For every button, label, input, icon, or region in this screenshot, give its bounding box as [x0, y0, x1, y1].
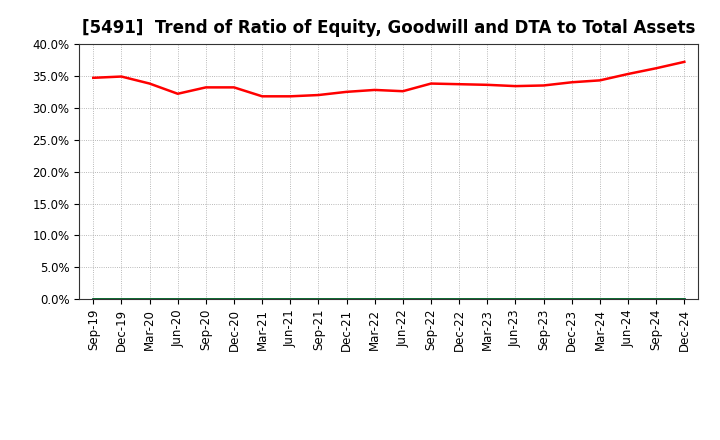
Equity: [174, 91, 182, 96]
Deferred Tax Assets: [258, 297, 266, 302]
Equity: [455, 81, 464, 87]
Deferred Tax Assets: [427, 297, 436, 302]
Equity: [511, 84, 520, 89]
Deferred Tax Assets: [230, 297, 238, 302]
Deferred Tax Assets: [117, 297, 126, 302]
Deferred Tax Assets: [511, 297, 520, 302]
Goodwill: [539, 297, 548, 302]
Goodwill: [145, 297, 154, 302]
Deferred Tax Assets: [455, 297, 464, 302]
Equity: [314, 92, 323, 98]
Deferred Tax Assets: [286, 297, 294, 302]
Equity: [370, 87, 379, 92]
Equity: [202, 85, 210, 90]
Equity: [427, 81, 436, 86]
Goodwill: [286, 297, 294, 302]
Line: Equity: Equity: [94, 62, 684, 96]
Deferred Tax Assets: [483, 297, 492, 302]
Deferred Tax Assets: [202, 297, 210, 302]
Goodwill: [680, 297, 688, 302]
Equity: [342, 89, 351, 95]
Deferred Tax Assets: [174, 297, 182, 302]
Deferred Tax Assets: [595, 297, 604, 302]
Goodwill: [595, 297, 604, 302]
Goodwill: [314, 297, 323, 302]
Goodwill: [370, 297, 379, 302]
Goodwill: [117, 297, 126, 302]
Goodwill: [89, 297, 98, 302]
Deferred Tax Assets: [399, 297, 408, 302]
Deferred Tax Assets: [89, 297, 98, 302]
Equity: [230, 85, 238, 90]
Goodwill: [567, 297, 576, 302]
Goodwill: [652, 297, 660, 302]
Equity: [286, 94, 294, 99]
Equity: [595, 78, 604, 83]
Equity: [567, 80, 576, 85]
Deferred Tax Assets: [624, 297, 632, 302]
Goodwill: [258, 297, 266, 302]
Goodwill: [483, 297, 492, 302]
Goodwill: [624, 297, 632, 302]
Goodwill: [399, 297, 408, 302]
Equity: [117, 74, 126, 79]
Goodwill: [202, 297, 210, 302]
Deferred Tax Assets: [145, 297, 154, 302]
Deferred Tax Assets: [567, 297, 576, 302]
Equity: [624, 71, 632, 77]
Legend: Equity, Goodwill, Deferred Tax Assets: Equity, Goodwill, Deferred Tax Assets: [192, 439, 585, 440]
Equity: [539, 83, 548, 88]
Goodwill: [174, 297, 182, 302]
Deferred Tax Assets: [652, 297, 660, 302]
Equity: [258, 94, 266, 99]
Deferred Tax Assets: [680, 297, 688, 302]
Equity: [89, 75, 98, 81]
Deferred Tax Assets: [314, 297, 323, 302]
Deferred Tax Assets: [370, 297, 379, 302]
Equity: [652, 66, 660, 71]
Goodwill: [342, 297, 351, 302]
Equity: [399, 88, 408, 94]
Equity: [145, 81, 154, 86]
Title: [5491]  Trend of Ratio of Equity, Goodwill and DTA to Total Assets: [5491] Trend of Ratio of Equity, Goodwil…: [82, 19, 696, 37]
Equity: [483, 82, 492, 88]
Deferred Tax Assets: [342, 297, 351, 302]
Equity: [680, 59, 688, 65]
Goodwill: [511, 297, 520, 302]
Deferred Tax Assets: [539, 297, 548, 302]
Goodwill: [230, 297, 238, 302]
Goodwill: [427, 297, 436, 302]
Goodwill: [455, 297, 464, 302]
